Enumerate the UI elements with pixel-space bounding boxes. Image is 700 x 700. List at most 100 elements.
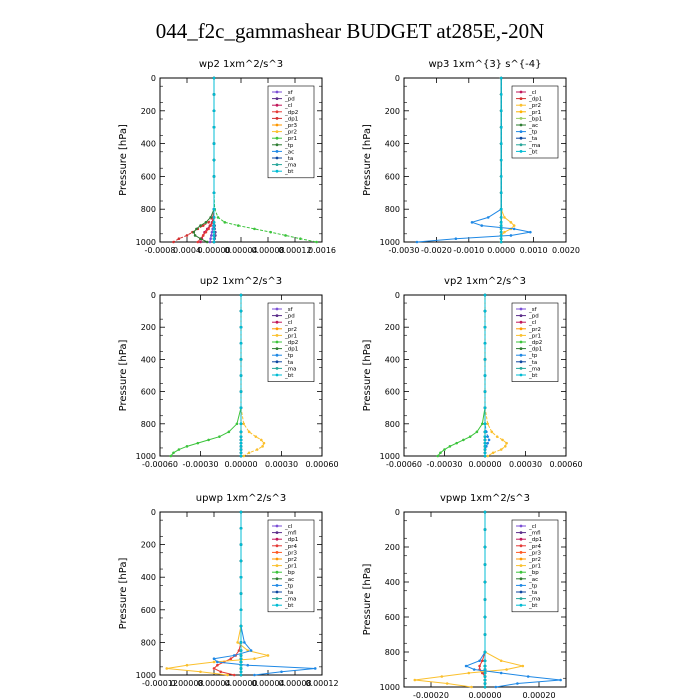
legend-label: _pr1: [284, 136, 297, 142]
data-point: [193, 234, 197, 237]
legend-label: _pr2: [284, 557, 297, 563]
legend-marker: [275, 314, 279, 317]
x-tick-label: -0.00030: [183, 460, 219, 469]
legend-label: _dp1: [284, 537, 298, 543]
data-point: [242, 422, 245, 426]
y-tick-label: 600: [141, 172, 156, 181]
data-point: [253, 673, 256, 677]
legend-label: _pr3: [284, 550, 298, 556]
legend-marker: [519, 551, 523, 554]
data-point: [499, 76, 503, 80]
data-point: [483, 633, 487, 636]
legend-label: _ta: [528, 360, 537, 366]
data-point: [239, 660, 243, 664]
data-point: [483, 445, 487, 448]
legend-label: _pd: [284, 314, 295, 320]
data-point: [242, 454, 245, 458]
series-line-pr1: [414, 512, 523, 688]
y-tick-label: 200: [385, 543, 400, 552]
data-point: [483, 650, 487, 654]
chart-panel-5: upwp 1xm^2/s^3 Pressure [hPa] 0 200 400 600 80…: [118, 493, 339, 688]
data-point: [483, 615, 487, 619]
data-point: [499, 227, 503, 231]
data-point: [486, 441, 490, 445]
series-line-pr1: [484, 295, 508, 457]
legend-label: _bt: [284, 169, 294, 175]
y-axis-label: Pressure [hPa]: [118, 558, 129, 630]
x-tick-label: 0.00004: [251, 679, 284, 688]
data-point: [490, 430, 494, 434]
legend-marker: [275, 524, 279, 528]
x-tick-label: -0.0010: [453, 246, 484, 255]
data-point: [313, 667, 317, 670]
data-point: [239, 649, 243, 652]
data-point: [229, 657, 233, 660]
data-point: [185, 445, 189, 448]
legend-label: _pr4: [284, 544, 298, 550]
y-tick-label: 800: [141, 638, 156, 647]
series-line-pr1: [240, 295, 265, 457]
chart-panel-4: vp2 1xm^2/s^3 Pressure [hPa] 0 200 400 600 800…: [362, 276, 583, 469]
legend-label: _cl: [284, 524, 293, 530]
data-point: [483, 358, 487, 361]
legend-label: _ac: [284, 577, 294, 583]
legend-label: _ma: [284, 597, 296, 603]
data-point: [212, 142, 216, 145]
data-point: [499, 240, 503, 244]
y-tick-label: 200: [141, 107, 156, 116]
legend-box: [511, 85, 559, 159]
chart-panel-6: vpwp 1xm^2/s^3 Pressure [hPa] 0 200 400 600 80…: [362, 493, 567, 700]
legend-label: _ac: [284, 149, 294, 155]
data-point: [172, 240, 175, 244]
data-point: [212, 657, 216, 660]
data-point: [483, 435, 487, 438]
data-point: [499, 93, 503, 96]
series-line-dp1: [173, 78, 215, 243]
data-point: [249, 649, 253, 652]
x-tick-label: 0.00012: [305, 679, 338, 688]
data-point: [472, 668, 476, 671]
legend-marker: [519, 320, 523, 324]
data-point: [216, 663, 219, 667]
data-point: [192, 230, 196, 234]
legend-label: _tp: [528, 130, 538, 136]
data-point: [247, 451, 251, 455]
data-point: [216, 660, 219, 664]
legend-marker: [275, 564, 279, 567]
data-point: [483, 325, 487, 329]
legend-marker: [275, 360, 279, 364]
y-tick-label: 0: [395, 74, 400, 83]
data-point: [239, 641, 243, 644]
data-point: [223, 221, 227, 224]
legend-label: _pr2: [528, 327, 541, 333]
legend-label: _ta: [528, 590, 537, 596]
y-tick-label: 400: [385, 578, 400, 587]
data-point: [205, 240, 209, 244]
x-tick-label: 0.0010: [520, 246, 548, 255]
data-point: [239, 667, 243, 670]
data-point: [499, 237, 503, 241]
data-point: [212, 216, 216, 219]
chart-panel-3: up2 1xm^2/s^3 Pressure [hPa] 0 200 400 600 800…: [118, 276, 339, 469]
x-tick-label: 0.0016: [308, 246, 336, 255]
legend-label: _pr2: [528, 557, 541, 563]
data-point: [483, 675, 487, 678]
data-point: [478, 659, 481, 663]
legend-marker: [519, 90, 523, 94]
legend-label: _cl: [528, 320, 537, 326]
series-line-pr1: [166, 512, 269, 676]
data-point: [239, 624, 243, 628]
x-tick-label: -0.0020: [421, 246, 452, 255]
legend-marker: [275, 334, 279, 337]
legend-marker: [275, 143, 279, 147]
x-tick-label: -0.0030: [389, 246, 420, 255]
data-point: [218, 435, 221, 438]
legend-label: _sf: [528, 307, 538, 313]
legend-marker: [275, 577, 279, 581]
y-tick-label: 0: [395, 508, 400, 517]
data-point: [239, 325, 243, 329]
legend-marker: [519, 307, 523, 311]
y-tick-label: 0: [151, 74, 156, 83]
data-point: [239, 309, 243, 313]
data-point: [512, 227, 516, 231]
